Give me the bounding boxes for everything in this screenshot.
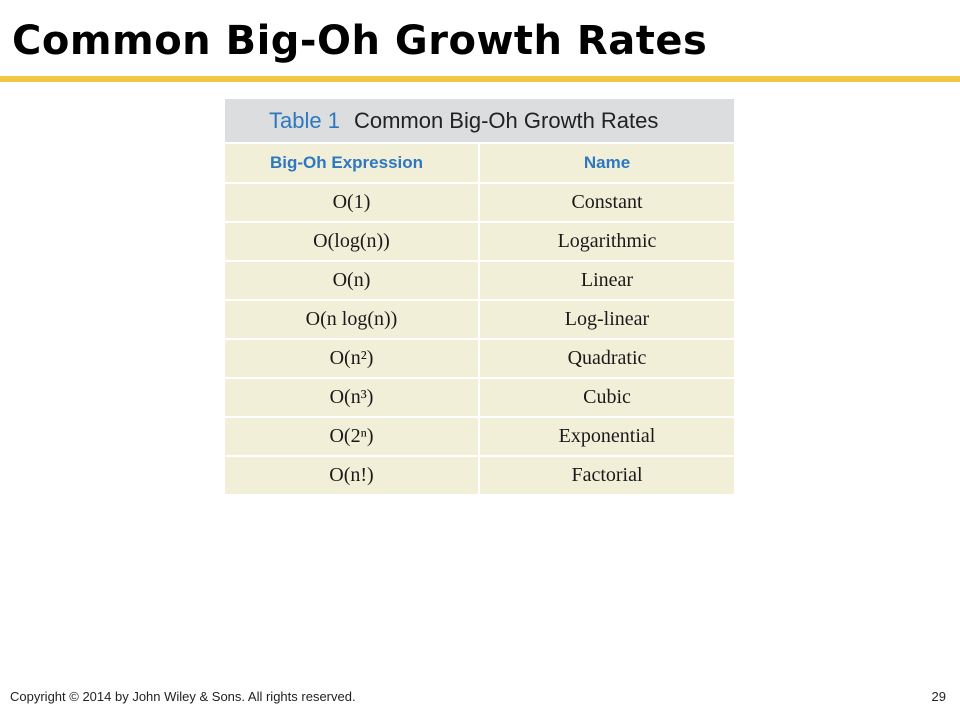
column-header-name: Name [480, 144, 734, 182]
table-cell-name: Cubic [480, 379, 734, 416]
table-cell-name: Log-linear [480, 301, 734, 338]
growth-rates-table: Table 1 Common Big-Oh Growth Rates Big-O… [225, 99, 734, 499]
table-cell-name: Exponential [480, 418, 734, 455]
table-caption: Table 1 Common Big-Oh Growth Rates [225, 99, 734, 142]
slide-title: Common Big-Oh Growth Rates [12, 18, 708, 64]
table-cell-expression: O(n!) [225, 457, 478, 494]
table-cell-expression: O(n) [225, 262, 478, 299]
table-cell-name: Quadratic [480, 340, 734, 377]
table-cell-name: Constant [480, 184, 734, 221]
table-cell-expression: O(1) [225, 184, 478, 221]
table-caption-text: Common Big-Oh Growth Rates [353, 107, 659, 133]
table-cell-expression: O(log(n)) [225, 223, 478, 260]
title-underline [0, 76, 960, 82]
copyright-notice: Copyright © 2014 by John Wiley & Sons. A… [10, 689, 356, 704]
table-cell-name: Factorial [480, 457, 734, 494]
table-cell-name: Linear [480, 262, 734, 299]
table-cell-expression: O(n log(n)) [225, 301, 478, 338]
table-cell-expression: O(2ⁿ) [225, 418, 478, 455]
table-cell-expression: O(n²) [225, 340, 478, 377]
table-cell-expression: O(n³) [225, 379, 478, 416]
column-header-expression: Big-Oh Expression [225, 144, 478, 182]
page-number: 29 [931, 689, 946, 704]
table-grid: Big-Oh Expression Name O(1) Constant O(l… [225, 144, 734, 494]
table-cell-name: Logarithmic [480, 223, 734, 260]
table-caption-number: Table 1 [269, 107, 340, 133]
